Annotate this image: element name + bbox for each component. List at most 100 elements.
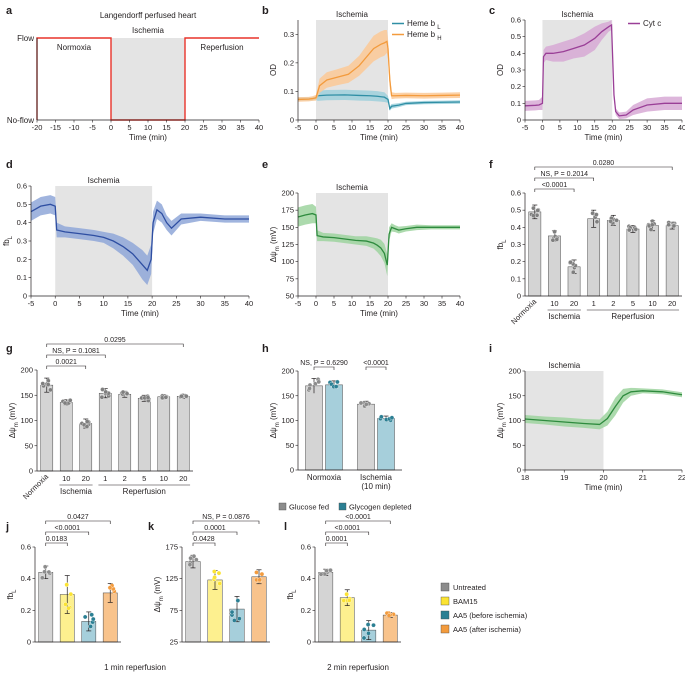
- panel-label-j: j: [5, 521, 9, 533]
- p-value-label: <0.0001: [335, 525, 361, 532]
- legend-swatch: [278, 502, 287, 511]
- p-value-label: 0.0021: [56, 359, 78, 366]
- y-tick-label: 0.4: [511, 49, 521, 58]
- legend-entry: Glucose fed: [289, 503, 329, 512]
- data-point: [89, 612, 94, 618]
- bar: [325, 384, 343, 471]
- x-tick-label: 30: [196, 299, 204, 308]
- x-tick-label: 20: [384, 299, 392, 308]
- bar: [137, 398, 151, 472]
- x-axis-title: Time (min): [360, 309, 398, 318]
- significance-bracket: [313, 366, 335, 370]
- y-tick-label: 200: [281, 367, 294, 376]
- data-point: [366, 631, 371, 636]
- chart-title: Langendorff perfused heart: [100, 11, 197, 20]
- data-point: [307, 386, 312, 391]
- data-point: [64, 582, 69, 588]
- panel-j: j 0 0.2 0.4 0.6 fbL 0.0183 <0.0001 0.0427 1 min r…: [5, 514, 166, 672]
- data-point: [371, 622, 376, 628]
- data-point: [649, 222, 655, 228]
- data-point: [216, 570, 222, 576]
- data-point: [187, 562, 193, 567]
- data-point: [379, 414, 384, 420]
- significance-bracket: [192, 531, 238, 535]
- y-tick-label: 200: [20, 366, 33, 375]
- bar: [185, 561, 201, 643]
- p-value-label: 0.0428: [193, 536, 215, 543]
- data-point: [570, 269, 576, 275]
- x-tick-label: 0: [53, 299, 57, 308]
- p-value-label: <0.0001: [542, 182, 568, 189]
- x-tick-label: 5: [558, 123, 562, 132]
- data-point: [648, 227, 654, 232]
- data-point: [179, 393, 184, 399]
- y-axis-title: OD: [269, 64, 278, 76]
- y-tick-label: 200: [281, 189, 294, 198]
- panel-label-d: d: [6, 159, 13, 171]
- significance-bracket: [46, 354, 106, 358]
- p-value-label: 0.0183: [46, 536, 68, 543]
- error-band-0: [525, 20, 682, 120]
- y-tick-label: 0.3: [511, 66, 521, 75]
- legend-entry: Heme b L: [407, 19, 441, 31]
- data-point: [100, 387, 105, 392]
- data-point: [212, 569, 217, 574]
- phase-label: Ischemia: [132, 26, 165, 35]
- x-tick-label: 25: [402, 299, 410, 308]
- x-axis-title: Time (min): [129, 133, 167, 142]
- y-tick-label: 0.4: [21, 574, 31, 583]
- legend-swatch: [440, 610, 450, 620]
- x-tick-label: 30: [420, 123, 428, 132]
- error-band-0: [525, 387, 682, 430]
- y-tick-label: 0: [307, 638, 311, 647]
- x-tick-label: 30: [420, 299, 428, 308]
- significance-bracket: [192, 542, 216, 546]
- p-value-label: 0.0001: [204, 525, 226, 532]
- data-point: [91, 616, 96, 622]
- data-point: [671, 223, 677, 229]
- y-tick-label: 0.6: [17, 182, 27, 191]
- y-tick-label: 0.1: [511, 99, 521, 108]
- y-tick-label: 0: [23, 292, 27, 301]
- bar: [548, 235, 561, 297]
- y-tick-label: 0.4: [17, 218, 27, 227]
- ischemia-label: Ischemia: [336, 183, 369, 192]
- y-tick-label: 0.2: [17, 255, 27, 264]
- group-label: Reperfusion: [611, 312, 654, 321]
- bar: [382, 614, 398, 643]
- p-value-label: 0.0280: [593, 160, 615, 167]
- x-tick-label: 10: [62, 474, 70, 483]
- data-point: [333, 384, 339, 389]
- bar: [176, 396, 190, 472]
- y-tick-label: 0.5: [17, 200, 27, 209]
- y-tick-label: 0: [517, 466, 521, 475]
- p-value-label: <0.0001: [363, 360, 389, 367]
- y-category-label: Flow: [17, 34, 34, 43]
- x-tick-label: 10: [99, 299, 107, 308]
- y-tick-label: 0.5: [511, 32, 521, 41]
- y-tick-label: 0.3: [511, 240, 521, 249]
- x-tick-label: 20: [181, 123, 189, 132]
- y-tick-label: 0.4: [301, 574, 311, 583]
- data-point: [40, 575, 45, 581]
- x-tick-label: Normoxia: [509, 296, 539, 326]
- x-tick-label: Normoxia: [21, 471, 51, 501]
- x-tick-label: 20: [570, 299, 578, 308]
- y-axis-title: Δψm (mV): [8, 402, 20, 438]
- data-point: [212, 575, 217, 580]
- y-tick-label: 50: [513, 441, 521, 450]
- x-axis-title: Time (min): [585, 133, 623, 142]
- group-label: Ischemia: [548, 312, 581, 321]
- data-point: [62, 400, 68, 406]
- bar: [305, 385, 323, 471]
- x-tick-label: 10: [550, 299, 558, 308]
- y-tick-label: 100: [20, 416, 33, 425]
- data-point: [257, 577, 263, 583]
- x-tick-label: 30: [218, 123, 226, 132]
- panel-g: g 0 50 100 150 200 Δψm (mV) 0.0021 NS, P = 0.108…: [6, 337, 193, 501]
- x-axis-title: Time (min): [585, 483, 623, 492]
- p-value-label: NS, P = 0.2014: [540, 171, 588, 178]
- data-point: [42, 564, 48, 570]
- data-point: [608, 219, 613, 224]
- data-point: [46, 569, 52, 575]
